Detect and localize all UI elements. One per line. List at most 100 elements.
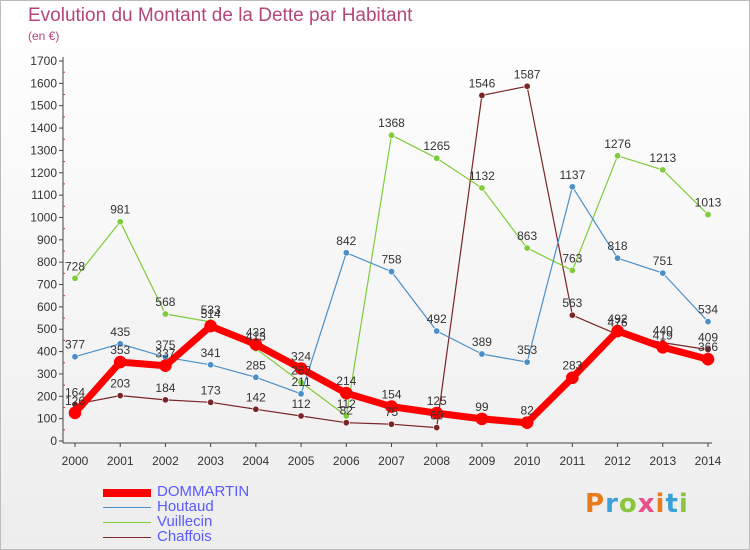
data-label-dommartin: 366 — [698, 340, 718, 354]
y-tick-label: 900 — [37, 233, 57, 247]
x-tick-label: 2001 — [107, 454, 134, 468]
data-label-dommartin: 283 — [562, 359, 582, 373]
data-point-houtaud — [433, 327, 441, 335]
x-tick-label: 2007 — [378, 454, 405, 468]
data-label-vuillecin: 1132 — [469, 169, 495, 183]
data-label-vuillecin: 568 — [155, 295, 175, 309]
data-label-chaffois: 184 — [155, 381, 175, 395]
data-point-houtaud — [342, 249, 350, 257]
data-point-chaffois — [433, 424, 441, 432]
data-point-chaffois — [704, 346, 712, 354]
data-label-chaffois: 112 — [292, 397, 311, 411]
data-point-dommartin — [520, 416, 534, 429]
data-label-vuillecin: 112 — [337, 397, 356, 411]
data-label-houtaud: 818 — [608, 239, 628, 253]
data-label-chaffois: 75 — [385, 405, 399, 419]
data-point-vuillecin — [116, 218, 124, 226]
data-label-vuillecin: 863 — [517, 229, 537, 243]
y-tick-label: 700 — [37, 278, 57, 292]
legend-swatch — [103, 489, 151, 497]
legend-label: Chaffois — [157, 528, 212, 545]
data-label-houtaud: 534 — [698, 303, 718, 317]
data-label-houtaud: 377 — [65, 338, 85, 352]
data-label-houtaud: 285 — [246, 358, 266, 372]
data-point-dommartin — [249, 338, 263, 351]
x-tick-label: 2003 — [197, 454, 224, 468]
data-point-chaffois — [116, 392, 124, 400]
data-point-vuillecin — [614, 152, 622, 160]
data-point-dommartin — [430, 406, 444, 420]
data-label-chaffois: 203 — [110, 377, 130, 391]
data-label-houtaud: 353 — [517, 343, 537, 357]
data-point-vuillecin — [568, 266, 576, 274]
data-point-dommartin — [159, 359, 172, 372]
data-label-dommartin: 154 — [381, 388, 401, 402]
y-tick-label: 1500 — [30, 99, 57, 113]
data-label-houtaud: 492 — [427, 312, 447, 326]
x-tick-label: 2013 — [649, 454, 676, 468]
y-tick-label: 600 — [37, 300, 57, 314]
data-label-vuillecin: 262 — [291, 363, 311, 377]
unit-label: (en €) — [28, 29, 60, 43]
data-point-vuillecin — [387, 131, 395, 139]
data-label-dommartin: 82 — [520, 404, 534, 418]
legend-label: DOMMARTIN — [157, 483, 250, 500]
data-point-vuillecin — [478, 184, 486, 192]
data-point-chaffois — [297, 412, 305, 420]
data-label-chaffois: 440 — [653, 324, 673, 338]
data-label-dommartin: 99 — [475, 400, 489, 414]
data-label-chaffois: 60 — [430, 409, 444, 423]
data-label-vuillecin: 1013 — [695, 196, 722, 210]
series-line-chaffois — [572, 314, 709, 351]
data-point-dommartin — [475, 412, 489, 426]
data-point-chaffois — [387, 420, 395, 428]
data-label-houtaud: 1137 — [559, 168, 585, 182]
data-label-dommartin: 324 — [291, 350, 311, 364]
y-tick-label: 100 — [37, 412, 57, 426]
data-point-vuillecin — [161, 310, 169, 318]
data-label-chaffois: 82 — [340, 404, 354, 418]
data-label-chaffois: 1587 — [514, 67, 541, 81]
data-label-dommartin: 337 — [155, 347, 175, 361]
data-label-houtaud: 341 — [201, 346, 221, 360]
data-label-dommartin: 353 — [110, 343, 130, 357]
data-point-vuillecin — [523, 244, 531, 252]
legend-swatch — [103, 507, 151, 508]
x-tick-label: 2004 — [243, 454, 270, 468]
data-label-dommartin: 492 — [608, 312, 628, 326]
x-tick-label: 2009 — [469, 454, 496, 468]
series-line-chaffois-spike — [436, 85, 573, 428]
data-point-vuillecin — [342, 412, 350, 420]
data-point-vuillecin — [704, 211, 712, 219]
data-label-vuillecin: 1368 — [378, 116, 405, 130]
y-tick-label: 0 — [50, 434, 57, 448]
legend-label: Houtaud — [157, 498, 214, 515]
data-point-houtaud — [387, 268, 395, 276]
data-label-houtaud: 375 — [155, 338, 175, 352]
data-label-vuillecin: 763 — [562, 251, 582, 265]
y-tick-label: 200 — [37, 389, 57, 403]
data-label-chaffois: 476 — [608, 316, 628, 330]
legend-swatch — [103, 522, 151, 523]
x-tick-label: 2000 — [62, 454, 89, 468]
y-tick-label: 1600 — [30, 76, 57, 90]
data-point-dommartin — [385, 400, 398, 413]
data-label-vuillecin: 1276 — [604, 137, 631, 151]
data-label-houtaud: 758 — [381, 253, 401, 267]
data-point-houtaud — [207, 361, 215, 369]
x-tick-label: 2010 — [514, 454, 541, 468]
data-point-chaffois — [568, 311, 576, 319]
data-point-houtaud — [614, 254, 622, 262]
x-tick-label: 2011 — [559, 454, 585, 468]
data-label-vuillecin: 728 — [65, 259, 85, 273]
legend-swatch — [103, 537, 151, 538]
data-label-chaffois: 563 — [562, 296, 582, 310]
data-label-dommartin: 419 — [653, 328, 673, 342]
data-point-chaffois — [478, 91, 486, 99]
data-label-chaffois: 173 — [201, 383, 221, 397]
y-tick-label: 400 — [37, 345, 57, 359]
data-label-vuillecin: 533 — [201, 303, 221, 317]
data-label-chaffois: 409 — [698, 331, 718, 345]
data-label-houtaud: 389 — [472, 335, 492, 349]
